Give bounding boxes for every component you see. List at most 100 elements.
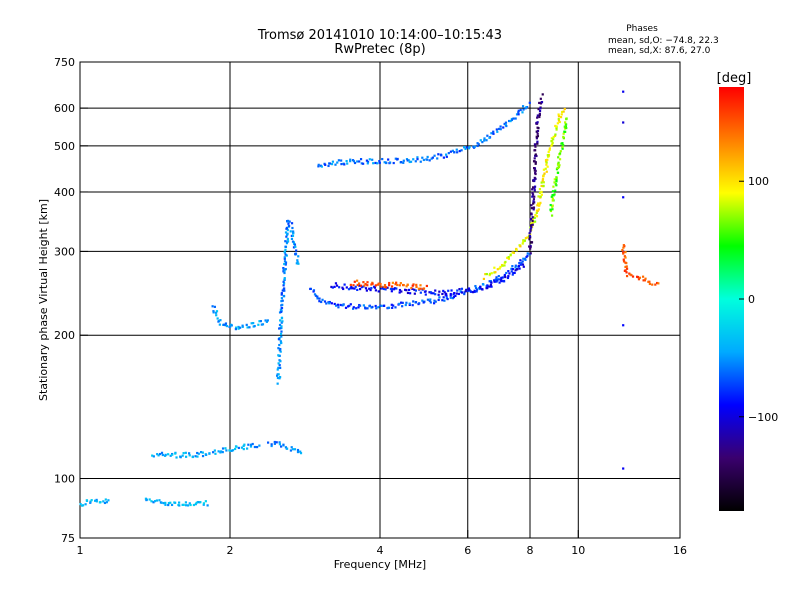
y-tick-label: 75	[61, 532, 75, 545]
data-point	[510, 118, 514, 122]
data-point	[463, 291, 466, 294]
data-point	[292, 230, 295, 233]
data-point	[540, 184, 543, 188]
data-point	[225, 324, 229, 328]
data-point	[529, 245, 532, 249]
data-point	[410, 286, 413, 290]
data-point	[225, 449, 228, 452]
data-point	[530, 212, 533, 215]
data-point	[156, 453, 159, 456]
data-point	[528, 234, 532, 238]
data-point	[368, 158, 371, 161]
data-point	[286, 233, 289, 236]
data-point	[167, 453, 170, 456]
data-point	[388, 284, 391, 287]
data-point	[358, 284, 361, 287]
data-point	[452, 296, 456, 299]
data-point	[366, 281, 369, 284]
data-point	[170, 503, 174, 507]
data-point	[408, 160, 411, 164]
data-point	[504, 121, 508, 124]
x-tick-label: 8	[527, 544, 534, 557]
data-point	[455, 292, 458, 295]
data-point	[535, 137, 538, 140]
data-point	[355, 307, 358, 310]
data-point	[369, 288, 372, 292]
data-point	[511, 265, 514, 268]
data-point	[383, 161, 386, 164]
data-point	[474, 284, 477, 288]
data-point	[363, 284, 366, 287]
data-point	[279, 319, 282, 322]
data-point	[250, 322, 253, 325]
data-point	[548, 147, 552, 150]
data-point	[622, 467, 625, 470]
data-point	[449, 296, 452, 299]
data-point	[394, 306, 397, 309]
data-point	[402, 159, 405, 162]
data-point	[162, 502, 165, 505]
data-point	[275, 374, 279, 377]
data-point	[378, 161, 381, 164]
data-point	[199, 501, 202, 504]
data-point	[419, 160, 422, 163]
data-point	[531, 223, 534, 226]
data-point	[562, 110, 565, 113]
data-point	[194, 455, 197, 458]
data-point	[400, 301, 403, 304]
data-point	[276, 382, 279, 385]
data-point	[532, 160, 536, 163]
data-point	[412, 283, 415, 286]
data-point	[393, 287, 397, 290]
data-point	[291, 234, 295, 237]
data-point	[346, 305, 350, 308]
data-point	[287, 220, 290, 223]
data-point	[424, 293, 427, 296]
data-point	[371, 305, 374, 309]
data-point	[278, 443, 282, 446]
data-point	[333, 285, 336, 288]
data-point	[188, 454, 191, 457]
data-point	[362, 281, 365, 284]
data-point	[536, 135, 540, 138]
data-point	[546, 158, 549, 161]
data-point	[548, 148, 551, 152]
data-point	[648, 282, 651, 286]
data-point	[191, 455, 194, 459]
data-point	[476, 142, 479, 145]
data-point	[551, 199, 554, 202]
data-point	[283, 260, 287, 263]
data-point	[496, 268, 499, 271]
data-point	[192, 503, 196, 507]
data-point	[296, 261, 299, 264]
data-point	[372, 162, 375, 165]
data-point	[284, 263, 287, 266]
data-point	[525, 255, 528, 259]
data-point	[531, 195, 534, 198]
data-point	[279, 347, 282, 351]
data-point	[195, 501, 198, 505]
data-point	[422, 301, 425, 304]
data-point	[530, 207, 534, 210]
data-point	[529, 228, 532, 231]
data-point	[296, 450, 300, 454]
data-point	[541, 93, 544, 96]
data-point	[558, 164, 561, 167]
data-point	[498, 278, 501, 281]
data-point	[402, 284, 405, 287]
data-point	[234, 326, 238, 329]
data-point	[169, 454, 172, 457]
data-point	[278, 366, 282, 370]
data-point	[536, 140, 539, 143]
data-point	[552, 185, 555, 188]
data-point	[194, 503, 197, 506]
data-point	[518, 267, 521, 270]
data-point	[404, 288, 407, 291]
phase-heading: Phases	[626, 24, 658, 34]
data-point	[498, 267, 501, 270]
data-point	[377, 282, 380, 285]
data-point	[512, 117, 515, 120]
data-point	[546, 165, 549, 168]
data-point	[533, 167, 536, 170]
